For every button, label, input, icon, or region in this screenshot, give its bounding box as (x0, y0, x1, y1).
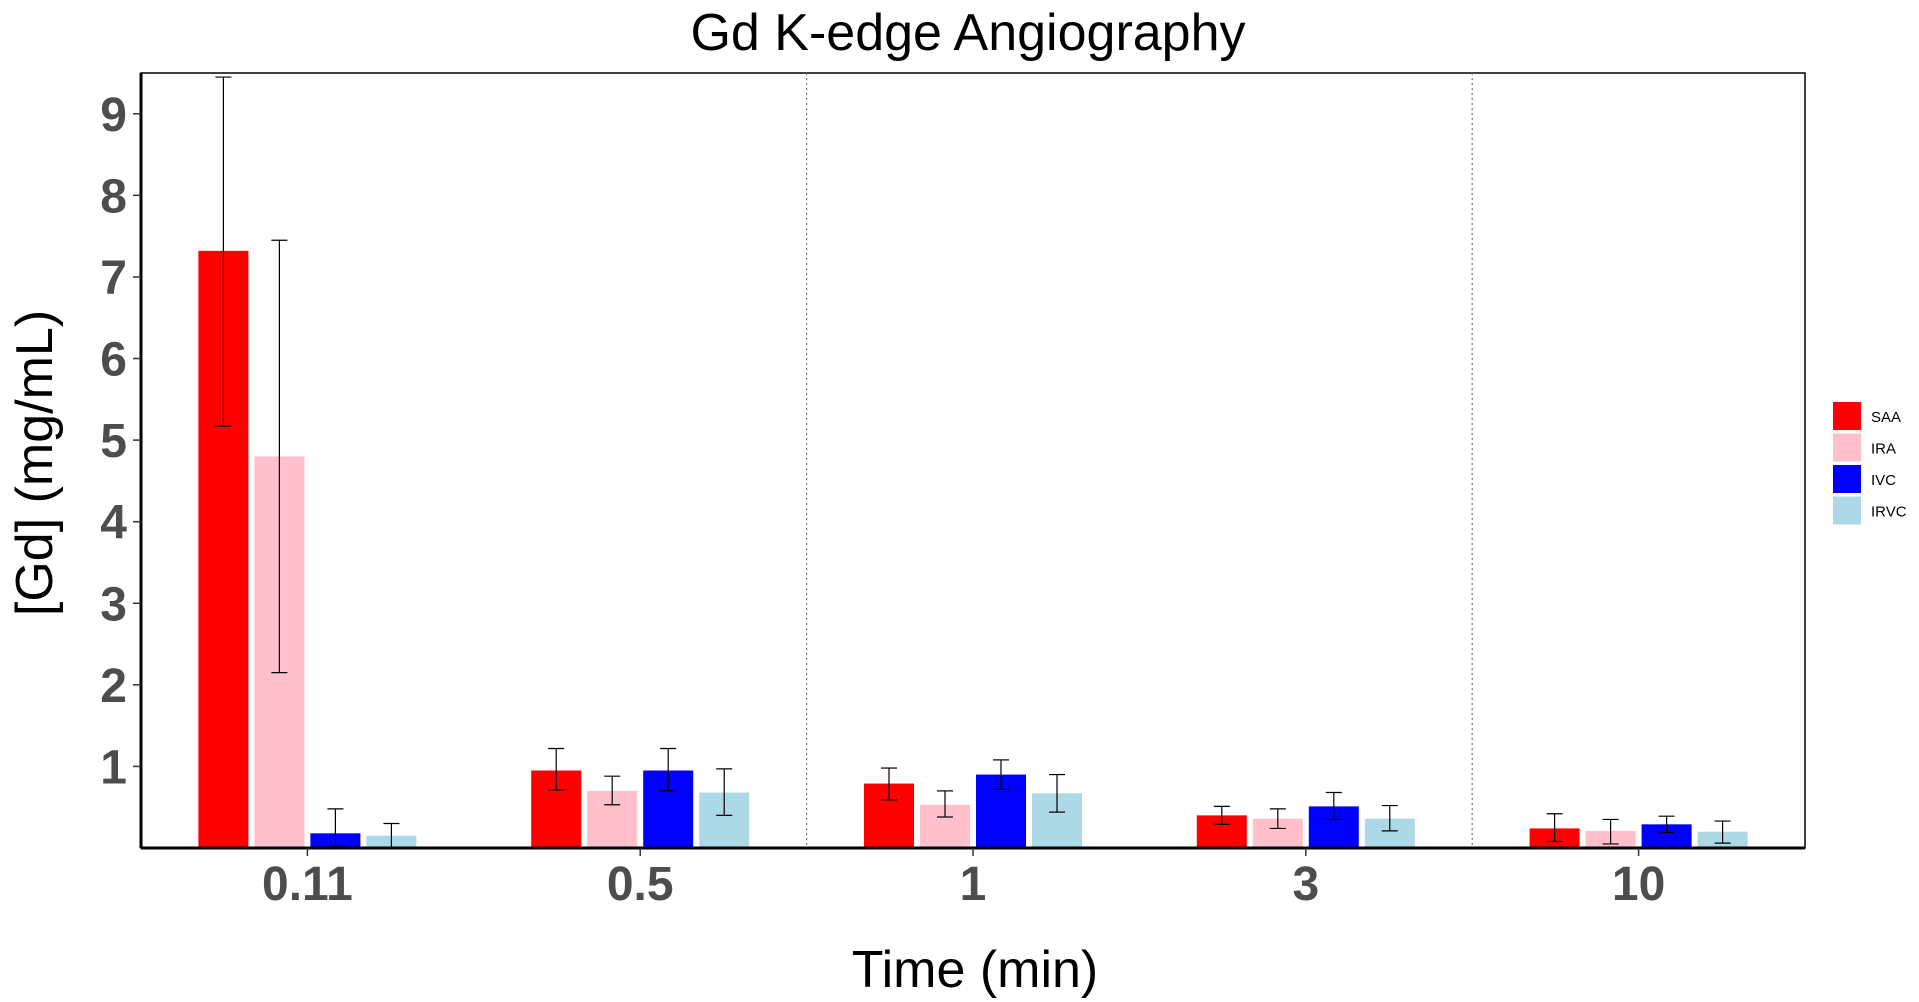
error-bar-irvc-3 (1381, 804, 1398, 832)
y-tick-label-6: 6 (100, 334, 127, 387)
y-tick-label-1: 1 (100, 741, 127, 794)
legend-swatch-ira (1833, 433, 1861, 462)
y-tick-label-5: 5 (100, 415, 127, 468)
error-bar-ira-1 (937, 790, 953, 818)
x-axis-title: Time (min) (852, 941, 1099, 999)
error-bar-ira-3 (1269, 808, 1286, 830)
bar-ivc-10 (1641, 824, 1692, 848)
legend-swatch-irvc (1833, 496, 1861, 525)
error-bar-saa-1 (881, 767, 897, 801)
error-bar-ira-10 (1602, 818, 1619, 845)
error-bar-irvc-0.5 (716, 768, 733, 816)
y-tick-label-9: 9 (100, 89, 127, 142)
error-bar-ivc-3 (1325, 791, 1342, 821)
error-bar-ivc-0.11 (327, 808, 344, 847)
legend: SAA IRA IVC IRVC (1833, 402, 1907, 525)
y-axis-title: [Gd] (mg/mL) (6, 310, 64, 616)
x-tick-label-3: 3 (1292, 858, 1319, 911)
error-bar-ivc-10 (1658, 815, 1675, 834)
legend-label-saa: SAA (1871, 409, 1901, 426)
legend-label-irvc: IRVC (1871, 504, 1907, 521)
legend-swatch-saa (1833, 402, 1861, 430)
error-bar-saa-0.11 (215, 76, 232, 427)
y-tick-label-3: 3 (100, 578, 127, 631)
legend-label-ivc: IVC (1871, 472, 1896, 489)
x-tick-label-10: 10 (1612, 858, 1665, 911)
error-bar-ira-0.11 (271, 239, 288, 674)
error-bar-saa-3 (1213, 805, 1230, 825)
error-bar-ira-0.5 (604, 775, 621, 806)
error-bar-ivc-0.5 (660, 747, 677, 792)
y-tick-label-4: 4 (100, 497, 127, 550)
y-tick-label-7: 7 (100, 252, 127, 305)
x-tick-label-0.11: 0.11 (262, 858, 353, 911)
y-tick-label-8: 8 (100, 170, 127, 223)
plot-area: 1 2 3 4 5 6 7 8 9 0.11 0.5 1 3 10 (100, 72, 1806, 911)
y-tick-label-2: 2 (100, 660, 127, 713)
x-tick-label-0.5: 0.5 (607, 858, 674, 911)
legend-swatch-ivc (1833, 465, 1861, 493)
error-bar-irvc-10 (1714, 820, 1731, 844)
chart-title: Gd K-edge Angiography (690, 4, 1245, 62)
legend-label-ira: IRA (1871, 441, 1896, 458)
x-tick-label-1: 1 (960, 858, 987, 911)
error-bar-saa-0.5 (548, 747, 565, 791)
error-bar-saa-10 (1546, 813, 1563, 843)
plot-border (140, 72, 1806, 849)
error-bar-irvc-1 (1049, 773, 1065, 813)
error-bar-ivc-1 (993, 759, 1009, 790)
